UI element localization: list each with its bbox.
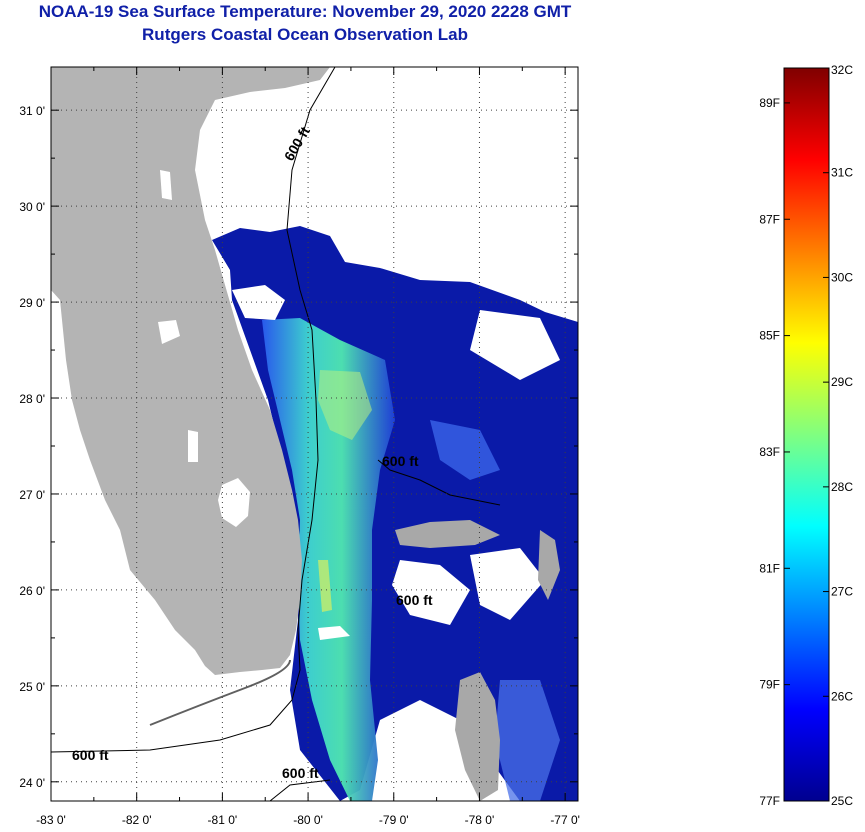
- lake-small-1: [158, 320, 180, 344]
- latitude-labels: 31 0' 30 0' 29 0' 28 0' 27 0' 26 0' 25 0' 24 0': [19, 104, 45, 790]
- isobath-600ft-bahamas: [377, 459, 501, 506]
- cloud-patch-north: [232, 285, 285, 320]
- colorbar-celsius-label: 26C: [831, 689, 853, 703]
- colorbar-gradient: [783, 67, 830, 802]
- lat-tick-label: 29 0': [19, 296, 45, 310]
- colorbar-fahrenheit-label: 81F: [759, 561, 780, 575]
- sst-warm-core: [318, 370, 372, 440]
- lon-tick-label: -80 0': [293, 813, 323, 827]
- cloud-patch-east: [470, 548, 545, 620]
- contour-label-bahamas-south: 600 ft: [396, 592, 433, 608]
- map-subtitle: Rutgers Coastal Ocean Observation Lab: [142, 25, 468, 44]
- lon-tick-label: -79 0': [379, 813, 409, 827]
- lat-tick-label: 30 0': [19, 200, 45, 214]
- colorbar-fahrenheit-labels: 89F 87F 85F 83F 81F 79F 77F: [759, 96, 790, 808]
- colorbar-celsius-labels: 32C 31C 30C 29C 28C 27C 26C 25C: [823, 63, 853, 808]
- colorbar-celsius-label: 32C: [831, 63, 853, 77]
- colorbar-fahrenheit-label: 89F: [759, 96, 780, 110]
- sst-warm-streak: [318, 560, 332, 612]
- lon-tick-label: -77 0': [550, 813, 580, 827]
- lat-tick-label: 28 0': [19, 392, 45, 406]
- contour-label-bahamas-north: 600 ft: [382, 453, 419, 469]
- lake-small-2: [160, 170, 172, 200]
- colorbar-celsius-label: 27C: [831, 585, 853, 599]
- lon-tick-label: -83 0': [36, 813, 66, 827]
- lake-small-3: [188, 430, 198, 462]
- colorbar-fahrenheit-label: 79F: [759, 678, 780, 692]
- lon-tick-label: -82 0': [122, 813, 152, 827]
- florida-land: [51, 67, 330, 675]
- lat-tick-label: 25 0': [19, 680, 45, 694]
- colorbar-celsius-label: 29C: [831, 375, 853, 389]
- contour-label-gulf: 600 ft: [72, 747, 109, 763]
- plot-frame: [50, 66, 579, 802]
- map-title: NOAA-19 Sea Surface Temperature: Novembe…: [38, 2, 572, 21]
- lat-tick-label: 31 0': [19, 104, 45, 118]
- lat-tick-label: 27 0': [19, 488, 45, 502]
- colorbar-fahrenheit-label: 85F: [759, 329, 780, 343]
- colorbar-fahrenheit-label: 77F: [759, 794, 780, 808]
- cloud-patch-northeast: [470, 310, 560, 380]
- colorbar-celsius-label: 31C: [831, 166, 853, 180]
- lon-tick-label: -78 0': [465, 813, 495, 827]
- colorbar-celsius-label: 25C: [831, 794, 853, 808]
- lat-tick-label: 26 0': [19, 584, 45, 598]
- cloud-patch-mid: [392, 560, 470, 625]
- colorbar-celsius-label: 28C: [831, 480, 853, 494]
- sst-gulf-stream: [262, 318, 395, 801]
- lon-tick-label: -81 0': [208, 813, 238, 827]
- abaco-island: [538, 530, 560, 600]
- cloud-patch-small: [318, 626, 350, 640]
- grand-bahama-island: [395, 520, 500, 548]
- florida-keys: [149, 659, 291, 726]
- isobath-600ft-atlantic: [51, 67, 336, 753]
- colorbar-fahrenheit-label: 87F: [759, 212, 780, 226]
- sst-offshore-band: [430, 420, 500, 480]
- axis-ticks: [50, 67, 578, 801]
- colorbar-celsius-label: 30C: [831, 270, 853, 284]
- lake-okeechobee: [218, 478, 250, 527]
- sst-southern-band: [495, 680, 560, 801]
- andros-island: [455, 672, 500, 801]
- contour-label-straits: 600 ft: [282, 765, 319, 781]
- longitude-labels: -83 0' -82 0' -81 0' -80 0' -79 0' -78 0' -77 …: [36, 813, 580, 827]
- colorbar-fahrenheit-label: 83F: [759, 445, 780, 459]
- lat-tick-label: 24 0': [19, 776, 45, 790]
